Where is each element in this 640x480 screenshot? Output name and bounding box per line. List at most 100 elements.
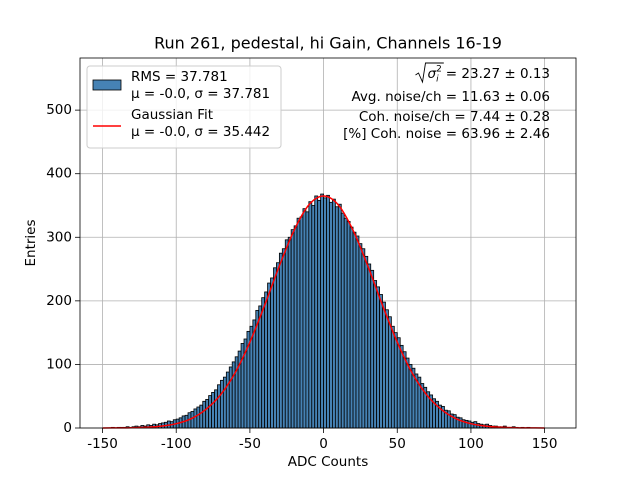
histogram-bar xyxy=(225,371,230,429)
annotation-superscript: 2 xyxy=(436,65,442,75)
histogram-bar xyxy=(252,319,257,429)
annotation-subscript: i xyxy=(436,75,439,85)
legend-swatch xyxy=(92,79,122,91)
histogram-bar xyxy=(284,239,289,429)
annotation: = 23.27 ± 0.13 xyxy=(446,66,550,82)
histogram-bar xyxy=(323,197,327,429)
y-axis-label: Entries xyxy=(23,219,39,266)
x-tick-label: 50 xyxy=(389,436,406,452)
histogram-bar xyxy=(305,211,310,429)
x-tick-label: 150 xyxy=(532,436,558,452)
histogram-bar xyxy=(231,361,236,429)
histogram-bar xyxy=(376,286,380,429)
legend-label: RMS = 37.781 xyxy=(131,69,228,85)
histogram-bar xyxy=(352,231,357,429)
histogram-bar xyxy=(382,301,386,429)
histogram-bar xyxy=(370,269,375,429)
sqrt-sign xyxy=(415,62,444,84)
x-tick-label: -150 xyxy=(87,436,118,452)
y-tick-label: 0 xyxy=(63,420,72,436)
x-axis-label: ADC Counts xyxy=(288,454,368,470)
histogram-bar xyxy=(334,206,339,429)
histogram-bar xyxy=(405,357,410,429)
annotation-symbol: σ xyxy=(428,66,437,82)
histogram-bar xyxy=(452,414,457,429)
legend-label: Gaussian Fit xyxy=(131,107,213,123)
x-tick-label: -50 xyxy=(239,436,261,452)
histogram-bar xyxy=(396,337,401,429)
axes-frame xyxy=(79,57,577,429)
y-tick-label: 100 xyxy=(46,356,72,372)
histogram-bar xyxy=(278,252,283,429)
histogram-bar xyxy=(220,379,224,429)
histogram-bar xyxy=(361,248,366,429)
x-tick-label: 0 xyxy=(319,436,328,452)
histogram-bar xyxy=(214,389,218,429)
histogram-bar xyxy=(311,205,316,429)
histogram-bar xyxy=(296,217,301,429)
legend-detail: μ = -0.0, σ = 35.442 xyxy=(131,124,270,140)
histogram-bar xyxy=(281,248,286,429)
histogram-bar xyxy=(299,216,304,429)
y-tick-label: 300 xyxy=(46,229,72,245)
legend-detail: μ = -0.0, σ = 37.781 xyxy=(131,86,270,102)
x-tick-label: 100 xyxy=(458,436,484,452)
histogram-bar xyxy=(287,236,292,429)
histogram-bar xyxy=(314,195,319,429)
histogram-bar xyxy=(408,364,413,429)
histogram-bar xyxy=(258,305,263,429)
histogram-bar xyxy=(264,291,268,429)
histogram-bar xyxy=(355,235,360,429)
histogram-bar xyxy=(349,226,354,429)
y-tick-label: 500 xyxy=(46,102,72,118)
histogram-bar xyxy=(373,280,378,429)
histogram-bar xyxy=(385,309,389,429)
histogram-bar xyxy=(346,220,351,429)
histogram-bar xyxy=(205,398,210,429)
histogram-bar xyxy=(337,203,342,429)
histogram-bar xyxy=(222,376,227,429)
overlay: -150 -100 -50 0 50 100 150 0 100 200 300 400 500 RMS … xyxy=(46,57,577,452)
histogram-bar xyxy=(320,193,324,429)
histogram-bar xyxy=(329,201,333,429)
histogram-bar xyxy=(388,316,392,429)
histogram-bar xyxy=(217,384,221,429)
histogram-bar xyxy=(402,351,407,429)
histogram-bar xyxy=(211,391,215,429)
annotation: Avg. noise/ch = 11.63 ± 0.06 xyxy=(351,89,550,105)
histogram-bar xyxy=(343,217,348,429)
legend-box xyxy=(86,65,282,149)
histogram-bar xyxy=(358,243,363,429)
histogram-bar xyxy=(202,400,207,429)
histogram-bar xyxy=(208,395,212,429)
y-tick-label: 400 xyxy=(46,166,72,182)
histogram-bar xyxy=(340,212,345,429)
histogram-bar xyxy=(193,408,198,429)
histogram-bar xyxy=(393,332,398,429)
histogram-bar xyxy=(228,366,233,429)
annotation: Coh. noise/ch = 7.44 ± 0.28 xyxy=(359,109,550,125)
histogram-bar xyxy=(317,200,322,429)
y-tick-label: 200 xyxy=(46,293,72,309)
histogram-bar xyxy=(367,263,372,429)
histogram-bar xyxy=(196,406,201,429)
histogram-bar xyxy=(326,194,330,429)
histogram-bar xyxy=(276,262,280,429)
annotation: [%] Coh. noise = 63.96 ± 2.46 xyxy=(343,126,550,142)
histogram-bar xyxy=(190,411,195,429)
histogram-bar xyxy=(399,344,404,429)
histogram-bar xyxy=(199,404,204,429)
histogram-bar xyxy=(308,201,313,429)
histogram-bar xyxy=(302,208,307,429)
fit-line xyxy=(102,195,545,429)
histogram-bar xyxy=(261,297,266,429)
x-tick-label: -100 xyxy=(161,436,192,452)
histogram-bar xyxy=(290,229,295,429)
chart-title: Run 261, pedestal, hi Gain, Channels 16-… xyxy=(154,34,502,53)
histogram-bar xyxy=(458,417,463,429)
histogram-bar xyxy=(390,325,395,429)
histogram-bar xyxy=(267,282,271,429)
histogram-bar xyxy=(270,277,274,429)
histogram-bar xyxy=(293,225,298,429)
